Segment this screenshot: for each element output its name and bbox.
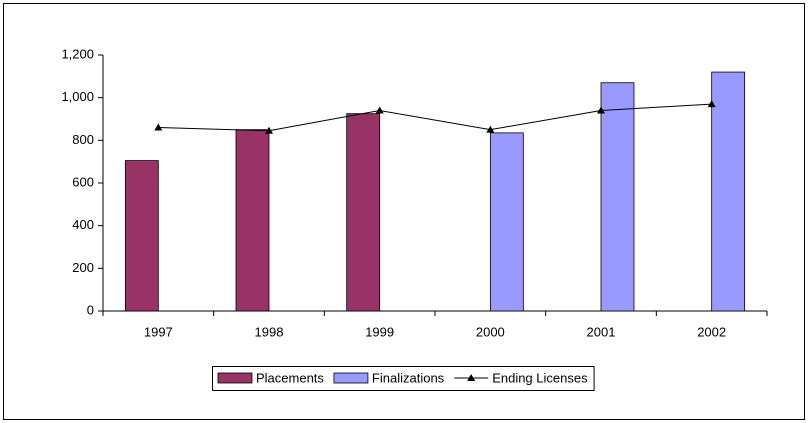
y-tick-label: 0: [87, 302, 94, 317]
y-tick-label: 600: [72, 174, 94, 189]
chart-border: [3, 3, 805, 420]
x-tick-label: 1999: [365, 324, 394, 339]
legend-marker: [467, 374, 476, 381]
line-marker: [154, 123, 163, 131]
x-tick-label: 2002: [697, 324, 726, 339]
line-marker: [597, 106, 605, 114]
line-marker: [375, 106, 384, 114]
line-marker: [486, 125, 495, 133]
bar: [346, 113, 381, 312]
legend-label: Ending Licenses: [492, 370, 588, 385]
line: [158, 103, 712, 132]
bar: [235, 129, 270, 312]
x-tick-label: 2000: [476, 324, 505, 339]
x-tick-label: 1997: [144, 324, 173, 339]
y-tick-label: 200: [72, 260, 94, 275]
bar: [711, 71, 746, 312]
y-tick-label: 1,000: [61, 89, 94, 104]
x-tick-label: 2001: [587, 324, 616, 339]
bar: [489, 132, 524, 312]
x-tick-label: 1998: [255, 324, 284, 339]
bar: [124, 160, 159, 312]
bar: [600, 82, 635, 312]
y-tick-label: 800: [72, 132, 94, 147]
legend-swatch: [217, 372, 253, 384]
legend-label: Placements: [256, 370, 324, 385]
legend: [212, 366, 595, 391]
line-marker: [265, 126, 273, 134]
y-tick-label: 1,200: [61, 46, 94, 61]
line-marker: [707, 100, 716, 108]
y-tick-label: 400: [72, 217, 94, 232]
legend-swatch: [333, 372, 369, 384]
legend-label: Finalizations: [372, 370, 445, 385]
